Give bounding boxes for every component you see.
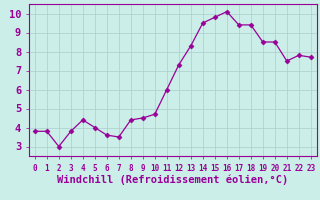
X-axis label: Windchill (Refroidissement éolien,°C): Windchill (Refroidissement éolien,°C) [57,174,288,185]
